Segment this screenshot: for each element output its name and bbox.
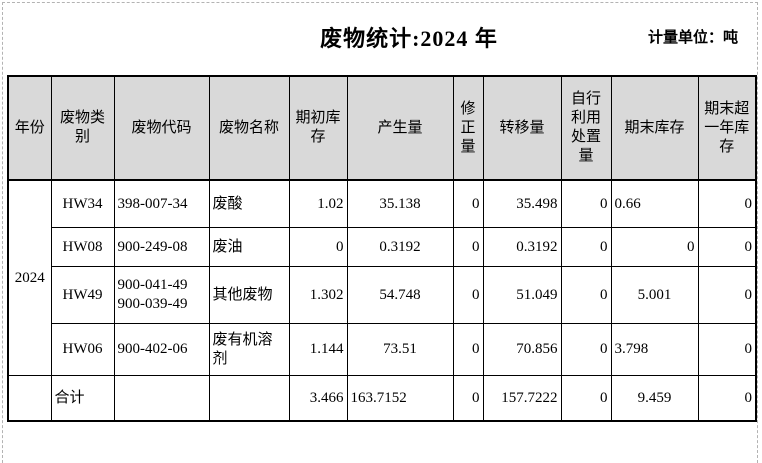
- transferred-amount-cell[interactable]: 157.7222: [482, 375, 562, 422]
- transferred-amount-cell[interactable]: 35.498: [482, 179, 562, 228]
- col-header-year: 年份: [7, 75, 52, 181]
- table-row: 2024 HW34 398-007-34 废酸 1.02 35.138 0 35.498 0 0.…: [7, 179, 757, 376]
- year-cell[interactable]: 2024: [7, 179, 52, 376]
- table-row: HW08 900-249-08 废油 0 0.3192 0 0.3192 0 0 0: [8, 227, 757, 267]
- correction-amount-cell[interactable]: 0: [452, 266, 484, 324]
- total-row: 合计 3.466 163.7152 0 157.7222 0 9.459 0: [7, 375, 757, 422]
- col-header-transferred: 转移量: [482, 75, 562, 181]
- waste-name-cell[interactable]: [208, 375, 290, 422]
- initial-stock-cell[interactable]: 1.302: [288, 266, 348, 324]
- over-one-year-stock-cell[interactable]: 0: [697, 266, 757, 324]
- waste-code-cell[interactable]: 900-041-49 900-039-49: [113, 266, 210, 324]
- waste-stats-table: 年份 废物类 别废物代码 废物名称 期初库 存产生量修 正 量转移量 自行 利用 处置 …: [7, 75, 757, 422]
- self-disposal-cell[interactable]: 0: [560, 375, 612, 422]
- waste-code-cell[interactable]: 398-007-34: [113, 179, 210, 228]
- transferred-amount-cell[interactable]: 0.3192: [482, 227, 562, 267]
- transferred-amount-cell[interactable]: 51.049: [482, 266, 562, 324]
- col-header-over-year: 期末超 一年库 存: [697, 75, 757, 181]
- initial-stock-cell[interactable]: 0: [288, 227, 348, 267]
- correction-amount-cell[interactable]: 0: [452, 323, 484, 376]
- header-row: 年份 废物类 别废物代码 废物名称 期初库 存产生量修 正 量转移量 自行 利用 处置 …: [7, 75, 757, 181]
- sheet-title: 废物统计:2024 年: [320, 26, 498, 51]
- col-header-name: 废物名称: [208, 75, 290, 181]
- generated-amount-cell[interactable]: 73.51: [346, 323, 454, 376]
- over-one-year-stock-cell[interactable]: 0: [697, 227, 757, 267]
- waste-category-cell[interactable]: HW06: [50, 323, 115, 376]
- transferred-amount-cell[interactable]: 70.856: [482, 323, 562, 376]
- correction-amount-cell[interactable]: 0: [452, 179, 484, 228]
- waste-category-cell[interactable]: HW08: [50, 227, 115, 267]
- generated-amount-cell[interactable]: 54.748: [346, 266, 454, 324]
- table-header: 年份 废物类 别废物代码 废物名称 期初库 存产生量修 正 量转移量 自行 利用 处置 …: [7, 75, 757, 181]
- generated-amount-cell[interactable]: 35.138: [346, 179, 454, 228]
- waste-name-cell[interactable]: 废酸: [208, 179, 290, 228]
- ending-stock-cell[interactable]: 3.798: [610, 323, 699, 376]
- table-body: 2024 HW34 398-007-34 废酸 1.02 35.138 0 35.498 0 0.…: [7, 179, 757, 422]
- over-one-year-stock-cell[interactable]: 0: [697, 375, 757, 422]
- waste-name-cell[interactable]: 废油: [208, 227, 290, 267]
- ending-stock-cell[interactable]: 0: [610, 227, 699, 267]
- waste-category-cell[interactable]: HW49: [50, 266, 115, 324]
- generated-amount-cell[interactable]: 163.7152: [346, 375, 454, 422]
- col-header-self-disposal: 自行 利用 处置 量: [560, 75, 612, 181]
- waste-name-cell[interactable]: 其他废物: [208, 266, 290, 324]
- initial-stock-cell[interactable]: 3.466: [288, 375, 348, 422]
- correction-amount-cell[interactable]: 0: [452, 227, 484, 267]
- ending-stock-cell[interactable]: 0.66: [610, 179, 699, 228]
- waste-code-cell[interactable]: 900-249-08: [113, 227, 210, 267]
- self-disposal-cell[interactable]: 0: [560, 179, 612, 228]
- waste-name-cell[interactable]: 废有机溶 剂: [208, 323, 290, 376]
- col-header-initial: 期初库 存: [288, 75, 348, 181]
- over-one-year-stock-cell[interactable]: 0: [697, 179, 757, 228]
- waste-category-cell[interactable]: 合计: [50, 375, 115, 422]
- table-row: HW06 900-402-06 废有机溶 剂 1.144 73.51 0 70.856 0 3.…: [8, 323, 757, 376]
- table-row: HW49 900-041-49 900-039-49 其他废物 1.302 54.748…: [8, 266, 757, 324]
- initial-stock-cell[interactable]: 1.02: [288, 179, 348, 228]
- self-disposal-cell[interactable]: 0: [560, 266, 612, 324]
- col-header-category: 废物类 别: [50, 75, 115, 181]
- ending-stock-cell[interactable]: 5.001: [610, 266, 699, 324]
- unit-label: 计量单位：吨: [647, 30, 738, 46]
- col-header-ending: 期末库存: [610, 75, 699, 181]
- col-header-correction: 修 正 量: [452, 75, 484, 181]
- waste-code-cell[interactable]: [113, 375, 210, 422]
- self-disposal-cell[interactable]: 0: [560, 227, 612, 267]
- over-one-year-stock-cell[interactable]: 0: [697, 323, 757, 376]
- col-header-generated: 产生量: [346, 75, 454, 181]
- self-disposal-cell[interactable]: 0: [560, 323, 612, 376]
- correction-amount-cell[interactable]: 0: [452, 375, 484, 422]
- initial-stock-cell[interactable]: 1.144: [288, 323, 348, 376]
- year-cell-empty[interactable]: [7, 375, 52, 422]
- generated-amount-cell[interactable]: 0.3192: [346, 227, 454, 267]
- ending-stock-cell[interactable]: 9.459: [610, 375, 699, 422]
- col-header-code: 废物代码: [113, 75, 210, 181]
- waste-code-cell[interactable]: 900-402-06: [113, 323, 210, 376]
- waste-category-cell[interactable]: HW34: [50, 179, 115, 228]
